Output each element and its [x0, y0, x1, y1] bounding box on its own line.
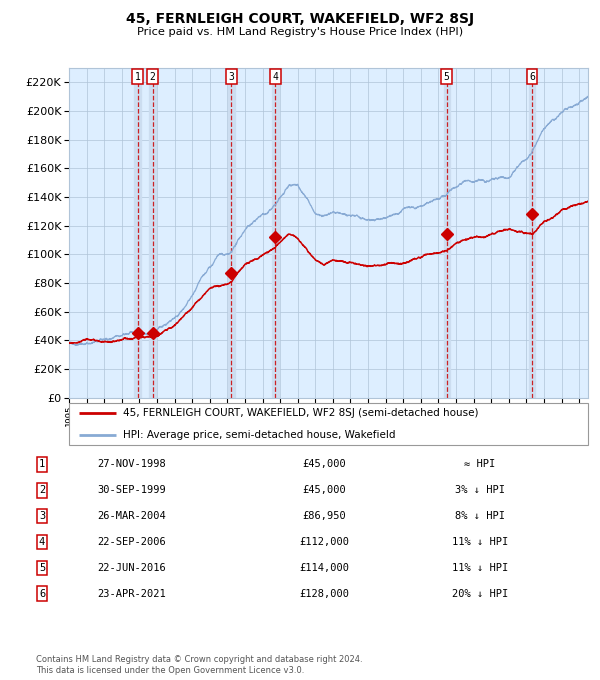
- Text: 30-SEP-1999: 30-SEP-1999: [98, 486, 166, 495]
- Bar: [529, 68, 535, 398]
- Text: 8% ↓ HPI: 8% ↓ HPI: [455, 511, 505, 521]
- Text: 6: 6: [39, 589, 45, 598]
- Text: Price paid vs. HM Land Registry's House Price Index (HPI): Price paid vs. HM Land Registry's House …: [137, 27, 463, 37]
- Text: 3% ↓ HPI: 3% ↓ HPI: [455, 486, 505, 495]
- Text: £114,000: £114,000: [299, 563, 349, 573]
- Text: £86,950: £86,950: [302, 511, 346, 521]
- FancyBboxPatch shape: [69, 403, 588, 445]
- Bar: [443, 68, 450, 398]
- Text: 2: 2: [39, 486, 45, 495]
- Bar: [134, 68, 141, 398]
- Text: 3: 3: [39, 511, 45, 521]
- Text: 1: 1: [134, 71, 140, 82]
- Text: 11% ↓ HPI: 11% ↓ HPI: [452, 537, 508, 547]
- Bar: [272, 68, 278, 398]
- Text: 23-APR-2021: 23-APR-2021: [98, 589, 166, 598]
- Text: HPI: Average price, semi-detached house, Wakefield: HPI: Average price, semi-detached house,…: [124, 430, 396, 440]
- Text: 4: 4: [39, 537, 45, 547]
- Text: 6: 6: [529, 71, 535, 82]
- Text: 45, FERNLEIGH COURT, WAKEFIELD, WF2 8SJ: 45, FERNLEIGH COURT, WAKEFIELD, WF2 8SJ: [126, 12, 474, 27]
- Text: £45,000: £45,000: [302, 460, 346, 469]
- Text: 27-NOV-1998: 27-NOV-1998: [98, 460, 166, 469]
- Bar: [149, 68, 156, 398]
- Text: Contains HM Land Registry data © Crown copyright and database right 2024.
This d: Contains HM Land Registry data © Crown c…: [36, 655, 362, 675]
- Text: 20% ↓ HPI: 20% ↓ HPI: [452, 589, 508, 598]
- Text: £128,000: £128,000: [299, 589, 349, 598]
- Text: £112,000: £112,000: [299, 537, 349, 547]
- Text: £45,000: £45,000: [302, 486, 346, 495]
- Text: 5: 5: [444, 71, 449, 82]
- Text: 11% ↓ HPI: 11% ↓ HPI: [452, 563, 508, 573]
- Text: 4: 4: [272, 71, 278, 82]
- Text: 5: 5: [39, 563, 45, 573]
- Text: ≈ HPI: ≈ HPI: [464, 460, 496, 469]
- Text: 2: 2: [149, 71, 155, 82]
- Text: 22-SEP-2006: 22-SEP-2006: [98, 537, 166, 547]
- Text: 22-JUN-2016: 22-JUN-2016: [98, 563, 166, 573]
- Text: 1: 1: [39, 460, 45, 469]
- Text: 3: 3: [229, 71, 235, 82]
- Bar: [228, 68, 235, 398]
- Text: 26-MAR-2004: 26-MAR-2004: [98, 511, 166, 521]
- Text: 45, FERNLEIGH COURT, WAKEFIELD, WF2 8SJ (semi-detached house): 45, FERNLEIGH COURT, WAKEFIELD, WF2 8SJ …: [124, 408, 479, 418]
